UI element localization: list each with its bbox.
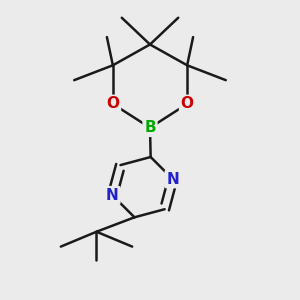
- Text: N: N: [106, 188, 119, 203]
- Text: O: O: [181, 96, 194, 111]
- Text: N: N: [166, 172, 179, 187]
- Text: O: O: [106, 96, 119, 111]
- Text: B: B: [144, 120, 156, 135]
